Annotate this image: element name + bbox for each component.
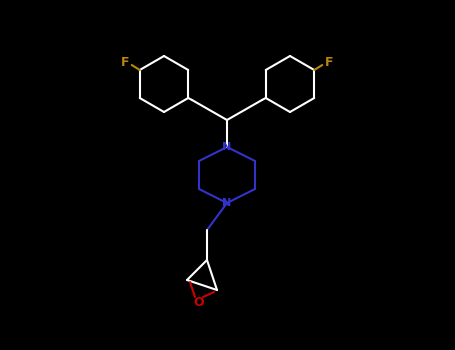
- Text: N: N: [222, 142, 232, 152]
- Text: O: O: [194, 296, 204, 309]
- Text: F: F: [325, 56, 334, 69]
- Text: F: F: [121, 56, 129, 69]
- Text: N: N: [222, 198, 232, 208]
